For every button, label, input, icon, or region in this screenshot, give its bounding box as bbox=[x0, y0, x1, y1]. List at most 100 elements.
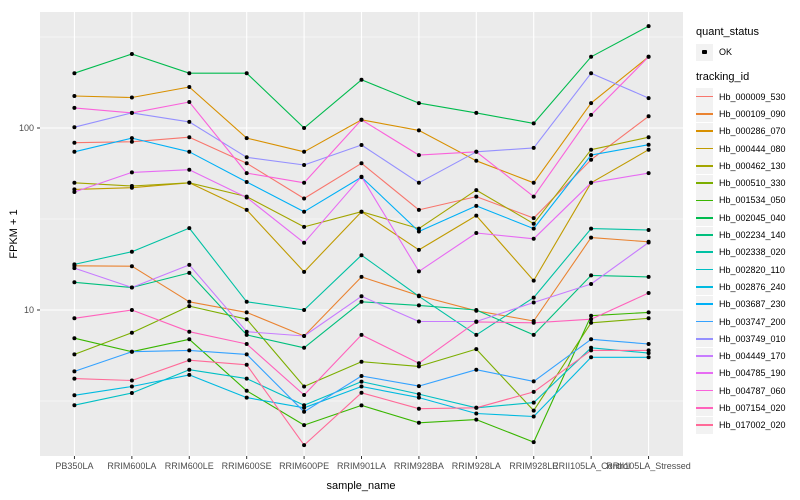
data-point[interactable] bbox=[187, 348, 192, 353]
data-point[interactable] bbox=[416, 319, 421, 324]
data-point[interactable] bbox=[129, 136, 134, 141]
data-point[interactable] bbox=[359, 403, 364, 408]
data-point[interactable] bbox=[187, 367, 192, 372]
data-point[interactable] bbox=[474, 158, 479, 163]
data-point[interactable] bbox=[187, 262, 192, 267]
data-point[interactable] bbox=[474, 417, 479, 422]
data-point[interactable] bbox=[244, 195, 249, 200]
data-point[interactable] bbox=[129, 184, 134, 188]
data-point[interactable] bbox=[302, 423, 307, 428]
data-point[interactable] bbox=[646, 291, 651, 295]
data-point[interactable] bbox=[302, 334, 307, 338]
data-point[interactable] bbox=[531, 194, 536, 199]
data-point[interactable] bbox=[72, 280, 77, 285]
data-point[interactable] bbox=[359, 77, 364, 82]
data-point[interactable] bbox=[129, 264, 134, 269]
data-point[interactable] bbox=[244, 362, 249, 367]
data-point[interactable] bbox=[589, 226, 594, 231]
data-point[interactable] bbox=[129, 391, 134, 395]
legend-item-Hb_000462_130[interactable]: Hb_000462_130 bbox=[696, 157, 798, 175]
data-point[interactable] bbox=[646, 114, 651, 119]
data-point[interactable] bbox=[589, 157, 594, 162]
data-point[interactable] bbox=[531, 121, 536, 126]
data-point[interactable] bbox=[302, 240, 307, 245]
data-point[interactable] bbox=[129, 52, 134, 56]
data-point[interactable] bbox=[72, 125, 77, 130]
legend-item-Hb_002876_240[interactable]: Hb_002876_240 bbox=[696, 278, 798, 296]
data-point[interactable] bbox=[646, 228, 651, 232]
data-point[interactable] bbox=[416, 226, 421, 231]
data-point[interactable] bbox=[72, 376, 77, 381]
data-point[interactable] bbox=[187, 358, 192, 363]
data-point[interactable] bbox=[589, 320, 594, 325]
data-point[interactable] bbox=[359, 379, 364, 384]
data-point[interactable] bbox=[187, 71, 192, 76]
legend-item-Hb_007154_020[interactable]: Hb_007154_020 bbox=[696, 399, 798, 417]
data-point[interactable] bbox=[474, 405, 479, 410]
data-point[interactable] bbox=[244, 352, 249, 357]
data-point[interactable] bbox=[416, 406, 421, 411]
data-point[interactable] bbox=[72, 71, 77, 76]
data-point[interactable] bbox=[531, 332, 536, 337]
data-point[interactable] bbox=[531, 408, 536, 413]
data-point[interactable] bbox=[359, 253, 364, 258]
data-point[interactable] bbox=[187, 226, 192, 231]
data-point[interactable] bbox=[359, 359, 364, 364]
legend-item-ok[interactable]: OK bbox=[696, 43, 798, 61]
data-point[interactable] bbox=[589, 112, 594, 117]
data-point[interactable] bbox=[72, 403, 77, 408]
data-point[interactable] bbox=[244, 71, 249, 76]
data-point[interactable] bbox=[474, 347, 479, 352]
data-point[interactable] bbox=[474, 308, 479, 312]
data-point[interactable] bbox=[474, 194, 479, 199]
data-point[interactable] bbox=[244, 310, 249, 315]
data-point[interactable] bbox=[72, 105, 77, 110]
data-point[interactable] bbox=[72, 336, 77, 341]
data-point[interactable] bbox=[359, 374, 364, 378]
data-point[interactable] bbox=[416, 180, 421, 185]
data-point[interactable] bbox=[187, 270, 192, 275]
data-point[interactable] bbox=[646, 147, 651, 152]
data-point[interactable] bbox=[646, 274, 651, 279]
data-point[interactable] bbox=[531, 295, 536, 300]
data-point[interactable] bbox=[129, 110, 134, 115]
data-point[interactable] bbox=[129, 384, 134, 389]
data-point[interactable] bbox=[531, 226, 536, 231]
data-point[interactable] bbox=[531, 278, 536, 283]
data-point[interactable] bbox=[72, 140, 77, 145]
data-point[interactable] bbox=[72, 266, 77, 271]
data-point[interactable] bbox=[187, 299, 192, 304]
data-point[interactable] bbox=[589, 348, 594, 353]
data-point[interactable] bbox=[531, 216, 536, 221]
data-point[interactable] bbox=[531, 300, 536, 305]
data-point[interactable] bbox=[416, 229, 421, 234]
data-point[interactable] bbox=[646, 310, 651, 315]
data-point[interactable] bbox=[474, 319, 479, 324]
data-point[interactable] bbox=[302, 269, 307, 274]
data-point[interactable] bbox=[187, 135, 192, 140]
data-point[interactable] bbox=[589, 54, 594, 59]
legend-item-Hb_002820_110[interactable]: Hb_002820_110 bbox=[696, 261, 798, 279]
data-point[interactable] bbox=[646, 171, 651, 176]
data-point[interactable] bbox=[359, 384, 364, 389]
legend-item-Hb_000444_080[interactable]: Hb_000444_080 bbox=[696, 140, 798, 158]
data-point[interactable] bbox=[129, 170, 134, 175]
data-point[interactable] bbox=[359, 117, 364, 122]
data-point[interactable] bbox=[129, 139, 134, 144]
data-point[interactable] bbox=[589, 71, 594, 76]
data-point[interactable] bbox=[129, 285, 134, 290]
data-point[interactable] bbox=[416, 269, 421, 274]
data-point[interactable] bbox=[359, 274, 364, 279]
data-point[interactable] bbox=[589, 235, 594, 240]
data-point[interactable] bbox=[72, 316, 77, 321]
data-point[interactable] bbox=[187, 149, 192, 154]
data-point[interactable] bbox=[474, 367, 479, 372]
data-point[interactable] bbox=[302, 163, 307, 167]
data-point[interactable] bbox=[359, 390, 364, 395]
data-point[interactable] bbox=[302, 345, 307, 350]
data-point[interactable] bbox=[244, 136, 249, 141]
data-point[interactable] bbox=[474, 110, 479, 115]
data-point[interactable] bbox=[129, 330, 134, 335]
data-point[interactable] bbox=[244, 329, 249, 334]
data-point[interactable] bbox=[646, 342, 651, 346]
